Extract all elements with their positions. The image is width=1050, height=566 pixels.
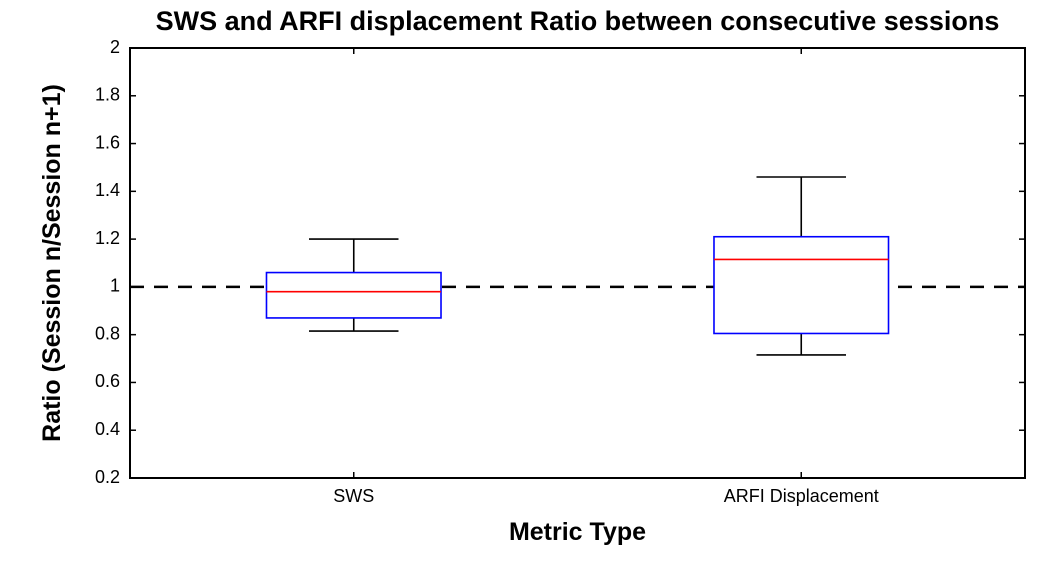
ytick-label: 1.6	[95, 132, 120, 152]
box-1	[714, 237, 889, 334]
ytick-label: 1.2	[95, 228, 120, 248]
ytick-label: 2	[110, 37, 120, 57]
xtick-label: SWS	[333, 486, 374, 506]
xtick-label: ARFI Displacement	[724, 486, 879, 506]
chart-background	[0, 0, 1050, 566]
ytick-label: 1.8	[95, 85, 120, 105]
ytick-label: 0.4	[95, 419, 120, 439]
box-0	[266, 273, 441, 318]
chart-title: SWS and ARFI displacement Ratio between …	[156, 6, 1000, 36]
ytick-label: 0.2	[95, 467, 120, 487]
ytick-label: 0.8	[95, 323, 120, 343]
ytick-label: 1.4	[95, 180, 120, 200]
x-axis-label: Metric Type	[509, 518, 646, 546]
y-axis-label: Ratio (Session n/Session n+1)	[38, 84, 66, 442]
ytick-label: 1	[110, 276, 120, 296]
ytick-label: 0.6	[95, 371, 120, 391]
